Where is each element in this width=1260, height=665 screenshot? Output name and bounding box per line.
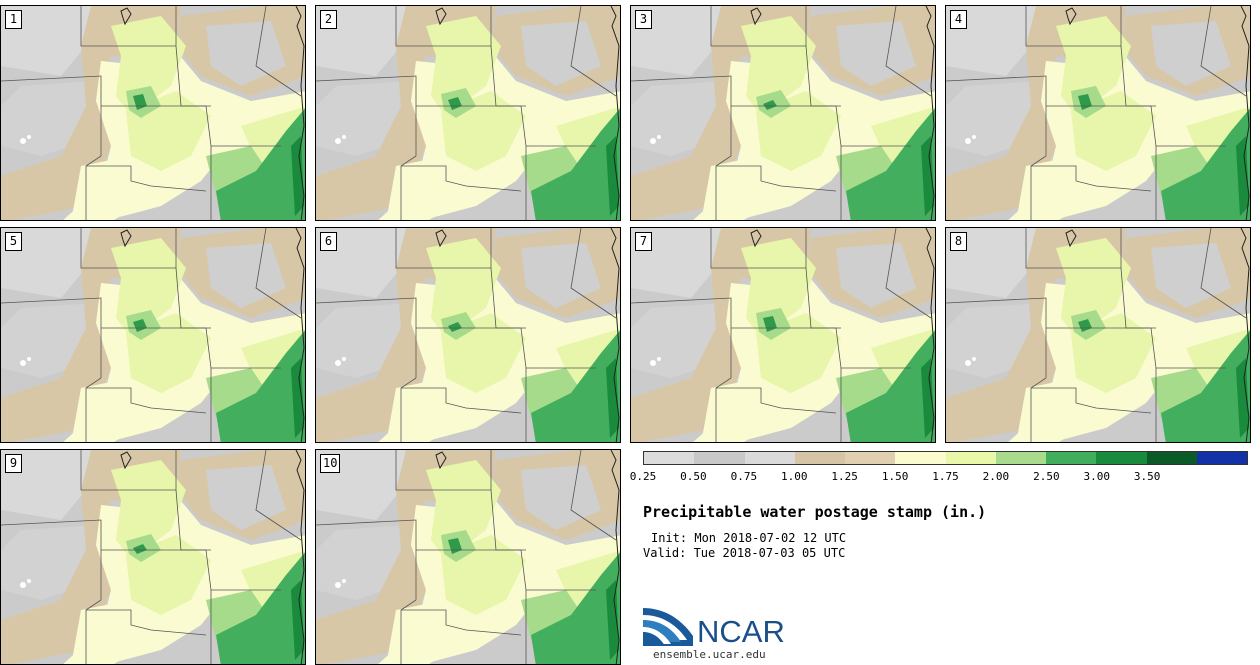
precipitable-water-map [1, 6, 305, 220]
postage-stamp-panel: 8 [945, 227, 1251, 443]
precipitable-water-map [316, 228, 620, 442]
colorbar-tick-label: 1.75 [932, 470, 959, 483]
colorbar-tick-label: 3.00 [1083, 470, 1111, 483]
stamp-number-label: 1 [5, 10, 22, 29]
colorbar-tick-label: 3.50 [1133, 470, 1161, 483]
valid-time: Valid: Tue 2018-07-03 05 UTC [643, 546, 846, 560]
colorbar-segment [744, 452, 795, 464]
postage-stamp-panel: 1 [0, 5, 306, 221]
precipitable-water-map [1, 228, 305, 442]
postage-stamp-panel: 2 [315, 5, 621, 221]
colorbar-segment [1096, 452, 1147, 464]
colorbar-segment [794, 452, 845, 464]
figure-title: Precipitable water postage stamp (in.) [643, 503, 987, 521]
colorbar-tick-label: 0.25 [629, 470, 657, 483]
ncar-logo-icon [643, 606, 695, 652]
colorbar-segment [895, 452, 946, 464]
colorbar-tick-label: 1.25 [831, 470, 858, 483]
postage-stamp-panel: 4 [945, 5, 1251, 221]
colorbar-segment [1146, 452, 1197, 464]
stamp-number-label: 5 [5, 232, 22, 251]
colorbar-segment [694, 452, 745, 464]
postage-stamp-panel: 10 [315, 449, 621, 665]
precipitable-water-map [946, 6, 1250, 220]
postage-stamp-panel: 7 [630, 227, 936, 443]
stamp-number-label: 9 [5, 454, 22, 473]
colorbar-segment [1196, 452, 1247, 464]
postage-stamp-panel: 3 [630, 5, 936, 221]
colorbar-segment [644, 452, 695, 464]
colorbar-tick-label: 0.75 [730, 470, 758, 483]
stamp-number-label: 10 [320, 454, 341, 473]
ncar-logo-text: NCAR [697, 614, 785, 649]
precipitable-water-map [946, 228, 1250, 442]
stamp-number-label: 8 [950, 232, 967, 251]
precipitable-water-map [631, 228, 935, 442]
precipitable-water-map [631, 6, 935, 220]
logo-url: ensemble.ucar.edu [653, 648, 766, 661]
init-time: Init: Mon 2018-07-02 12 UTC [651, 531, 847, 545]
precipitable-water-map [1, 450, 305, 664]
colorbar-segment [945, 452, 996, 464]
colorbar [643, 451, 1248, 465]
stamp-number-label: 2 [320, 10, 337, 29]
postage-stamp-panel: 9 [0, 449, 306, 665]
colorbar-tick-label: 1.50 [881, 470, 909, 483]
colorbar-segment [1046, 452, 1097, 464]
colorbar-tick-label: 1.00 [781, 470, 808, 483]
postage-stamp-panel: 6 [315, 227, 621, 443]
colorbar-segment [845, 452, 896, 464]
stamp-number-label: 3 [635, 10, 652, 29]
postage-stamp-panel: 5 [0, 227, 306, 443]
colorbar-tick-label: 0.50 [680, 470, 707, 483]
precipitable-water-map [316, 450, 620, 664]
stamp-number-label: 7 [635, 232, 652, 251]
precipitable-water-map [316, 6, 620, 220]
colorbar-tick-label: 2.50 [1033, 470, 1060, 483]
stamp-number-label: 6 [320, 232, 337, 251]
colorbar-segment [995, 452, 1046, 464]
stamp-number-label: 4 [950, 10, 967, 29]
colorbar-tick-label: 2.00 [982, 470, 1010, 483]
